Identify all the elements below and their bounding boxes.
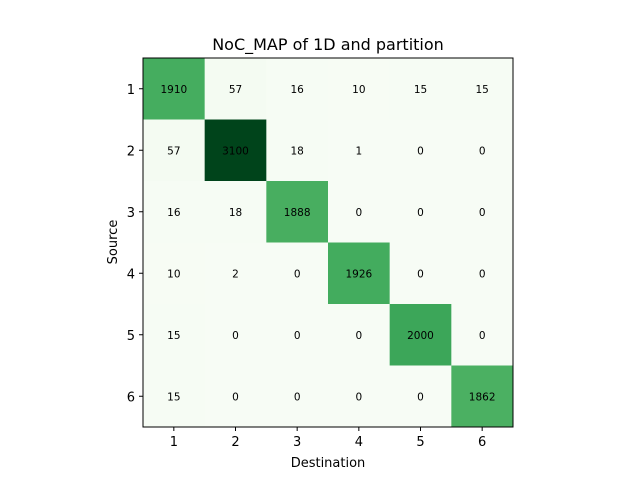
heatmap-cell-5-4: [328, 304, 390, 366]
cell-value-label-5-5: 2000: [407, 330, 434, 342]
heatmap-cell-1-3: [266, 58, 329, 120]
heatmap-cell-2-5: [389, 119, 452, 182]
heatmap-cell-3-3: [266, 181, 329, 243]
y-axis-ticks: 1 2 3 4 5 6: [127, 83, 143, 405]
x-tick-label-1: 1: [170, 435, 178, 450]
heatmap-cell-2-1: [143, 119, 205, 182]
cell-value-label-6-5: 0: [417, 391, 424, 403]
heatmap-cell-2-6: [451, 119, 514, 182]
cell-value-label-2-3: 18: [290, 145, 303, 157]
x-tick-label-6: 6: [478, 435, 486, 450]
heatmap-cell-1-5: [389, 58, 452, 120]
x-tick-label-4: 4: [355, 435, 363, 450]
cell-value-label-2-2: 3100: [222, 145, 249, 157]
cell-value-label-1-3: 16: [290, 84, 304, 96]
cell-value-label-6-2: 0: [232, 391, 239, 403]
heatmap-cell-6-5: [389, 365, 452, 428]
x-axis-label: Destination: [291, 456, 366, 471]
heatmap-cell-6-1: [143, 365, 205, 428]
y-tick-label-4: 4: [127, 267, 135, 282]
cell-value-label-3-6: 0: [479, 207, 486, 219]
heatmap-cell-1-4: [328, 58, 390, 120]
cell-value-label-1-1: 1910: [160, 84, 187, 96]
cell-value-label-3-1: 16: [167, 207, 181, 219]
cell-value-label-1-4: 10: [352, 84, 365, 96]
heatmap-cell-4-1: [143, 242, 205, 305]
cell-value-label-6-3: 0: [294, 391, 301, 403]
y-tick-label-6: 6: [127, 390, 135, 405]
x-tick-label-3: 3: [293, 435, 301, 450]
heatmap-cell-4-5: [389, 242, 452, 305]
cell-value-label-6-1: 15: [167, 391, 180, 403]
cell-value-label-4-2: 2: [232, 268, 239, 280]
cell-value-label-5-2: 0: [232, 330, 239, 342]
plot-frame: [142, 57, 514, 428]
cell-value-label-5-4: 0: [355, 330, 362, 342]
cell-value-label-4-1: 10: [167, 268, 180, 280]
heatmap-cell-4-4: [328, 242, 390, 305]
heatmap-cell-4-6: [451, 242, 514, 305]
heatmap-cell-6-4: [328, 365, 390, 428]
cell-value-label-2-6: 0: [479, 145, 486, 157]
heatmap-cell-5-6: [451, 304, 514, 366]
heatmap-cell-1-2: [204, 58, 267, 120]
x-tick-label-2: 2: [231, 435, 239, 450]
heatmap-cell-1-1: [143, 58, 205, 120]
cell-value-label-3-5: 0: [417, 207, 424, 219]
heatmap-cell-4-3: [266, 242, 329, 305]
heatmap-cell-5-5: [389, 304, 452, 366]
heatmap-cell-4-2: [204, 242, 267, 305]
y-axis-label: Source: [106, 220, 121, 265]
heatmap-cell-2-4: [328, 119, 390, 182]
heatmap-cell-3-1: [143, 181, 205, 243]
x-tick-label-5: 5: [416, 435, 424, 450]
heatmap-cell-3-5: [389, 181, 452, 243]
cell-value-label-4-4: 1926: [345, 268, 372, 280]
heatmap-cell-3-4: [328, 181, 390, 243]
heatmap-cell-6-3: [266, 365, 329, 428]
cell-value-label-1-6: 15: [475, 84, 488, 96]
cell-value-label-3-4: 0: [355, 207, 362, 219]
heatmap-cell-2-2: [204, 119, 267, 182]
cell-value-label-3-2: 18: [229, 207, 242, 219]
x-axis-ticks: 1 2 3 4 5 6: [170, 427, 486, 450]
heatmap-cell-2-3: [266, 119, 329, 182]
heatmap-cell-3-6: [451, 181, 514, 243]
cell-value-label-5-6: 0: [479, 330, 486, 342]
heatmap-cell-3-2: [204, 181, 267, 243]
cell-value-label-5-1: 15: [167, 330, 180, 342]
cell-value-label-2-1: 57: [167, 145, 180, 157]
heatmap-cells: [143, 58, 514, 428]
y-tick-label-1: 1: [127, 83, 135, 98]
cell-value-label-1-2: 57: [229, 84, 242, 96]
y-tick-label-3: 3: [127, 206, 135, 221]
cell-value-label-6-6: 1862: [469, 391, 496, 403]
heatmap-cell-5-3: [266, 304, 329, 366]
cell-value-label-4-6: 0: [479, 268, 486, 280]
heatmap-cell-5-2: [204, 304, 267, 366]
cell-value-label-1-5: 15: [414, 84, 427, 96]
heatmap-cell-6-6: [451, 365, 514, 428]
heatmap-cell-6-2: [204, 365, 267, 428]
cell-value-label-3-3: 1888: [284, 207, 311, 219]
y-tick-label-2: 2: [127, 144, 135, 159]
cell-value-label-4-5: 0: [417, 268, 424, 280]
cell-value-label-2-4: 1: [355, 145, 362, 157]
cell-value-label-6-4: 0: [355, 391, 362, 403]
cell-value-label-4-3: 0: [294, 268, 301, 280]
cell-value-label-5-3: 0: [294, 330, 301, 342]
cell-value-label-2-5: 0: [417, 145, 424, 157]
chart-title: NoC_MAP of 1D and partition: [212, 35, 444, 55]
heatmap-cell-1-6: [451, 58, 514, 120]
y-tick-label-5: 5: [127, 329, 135, 344]
heatmap-cell-5-1: [143, 304, 205, 366]
